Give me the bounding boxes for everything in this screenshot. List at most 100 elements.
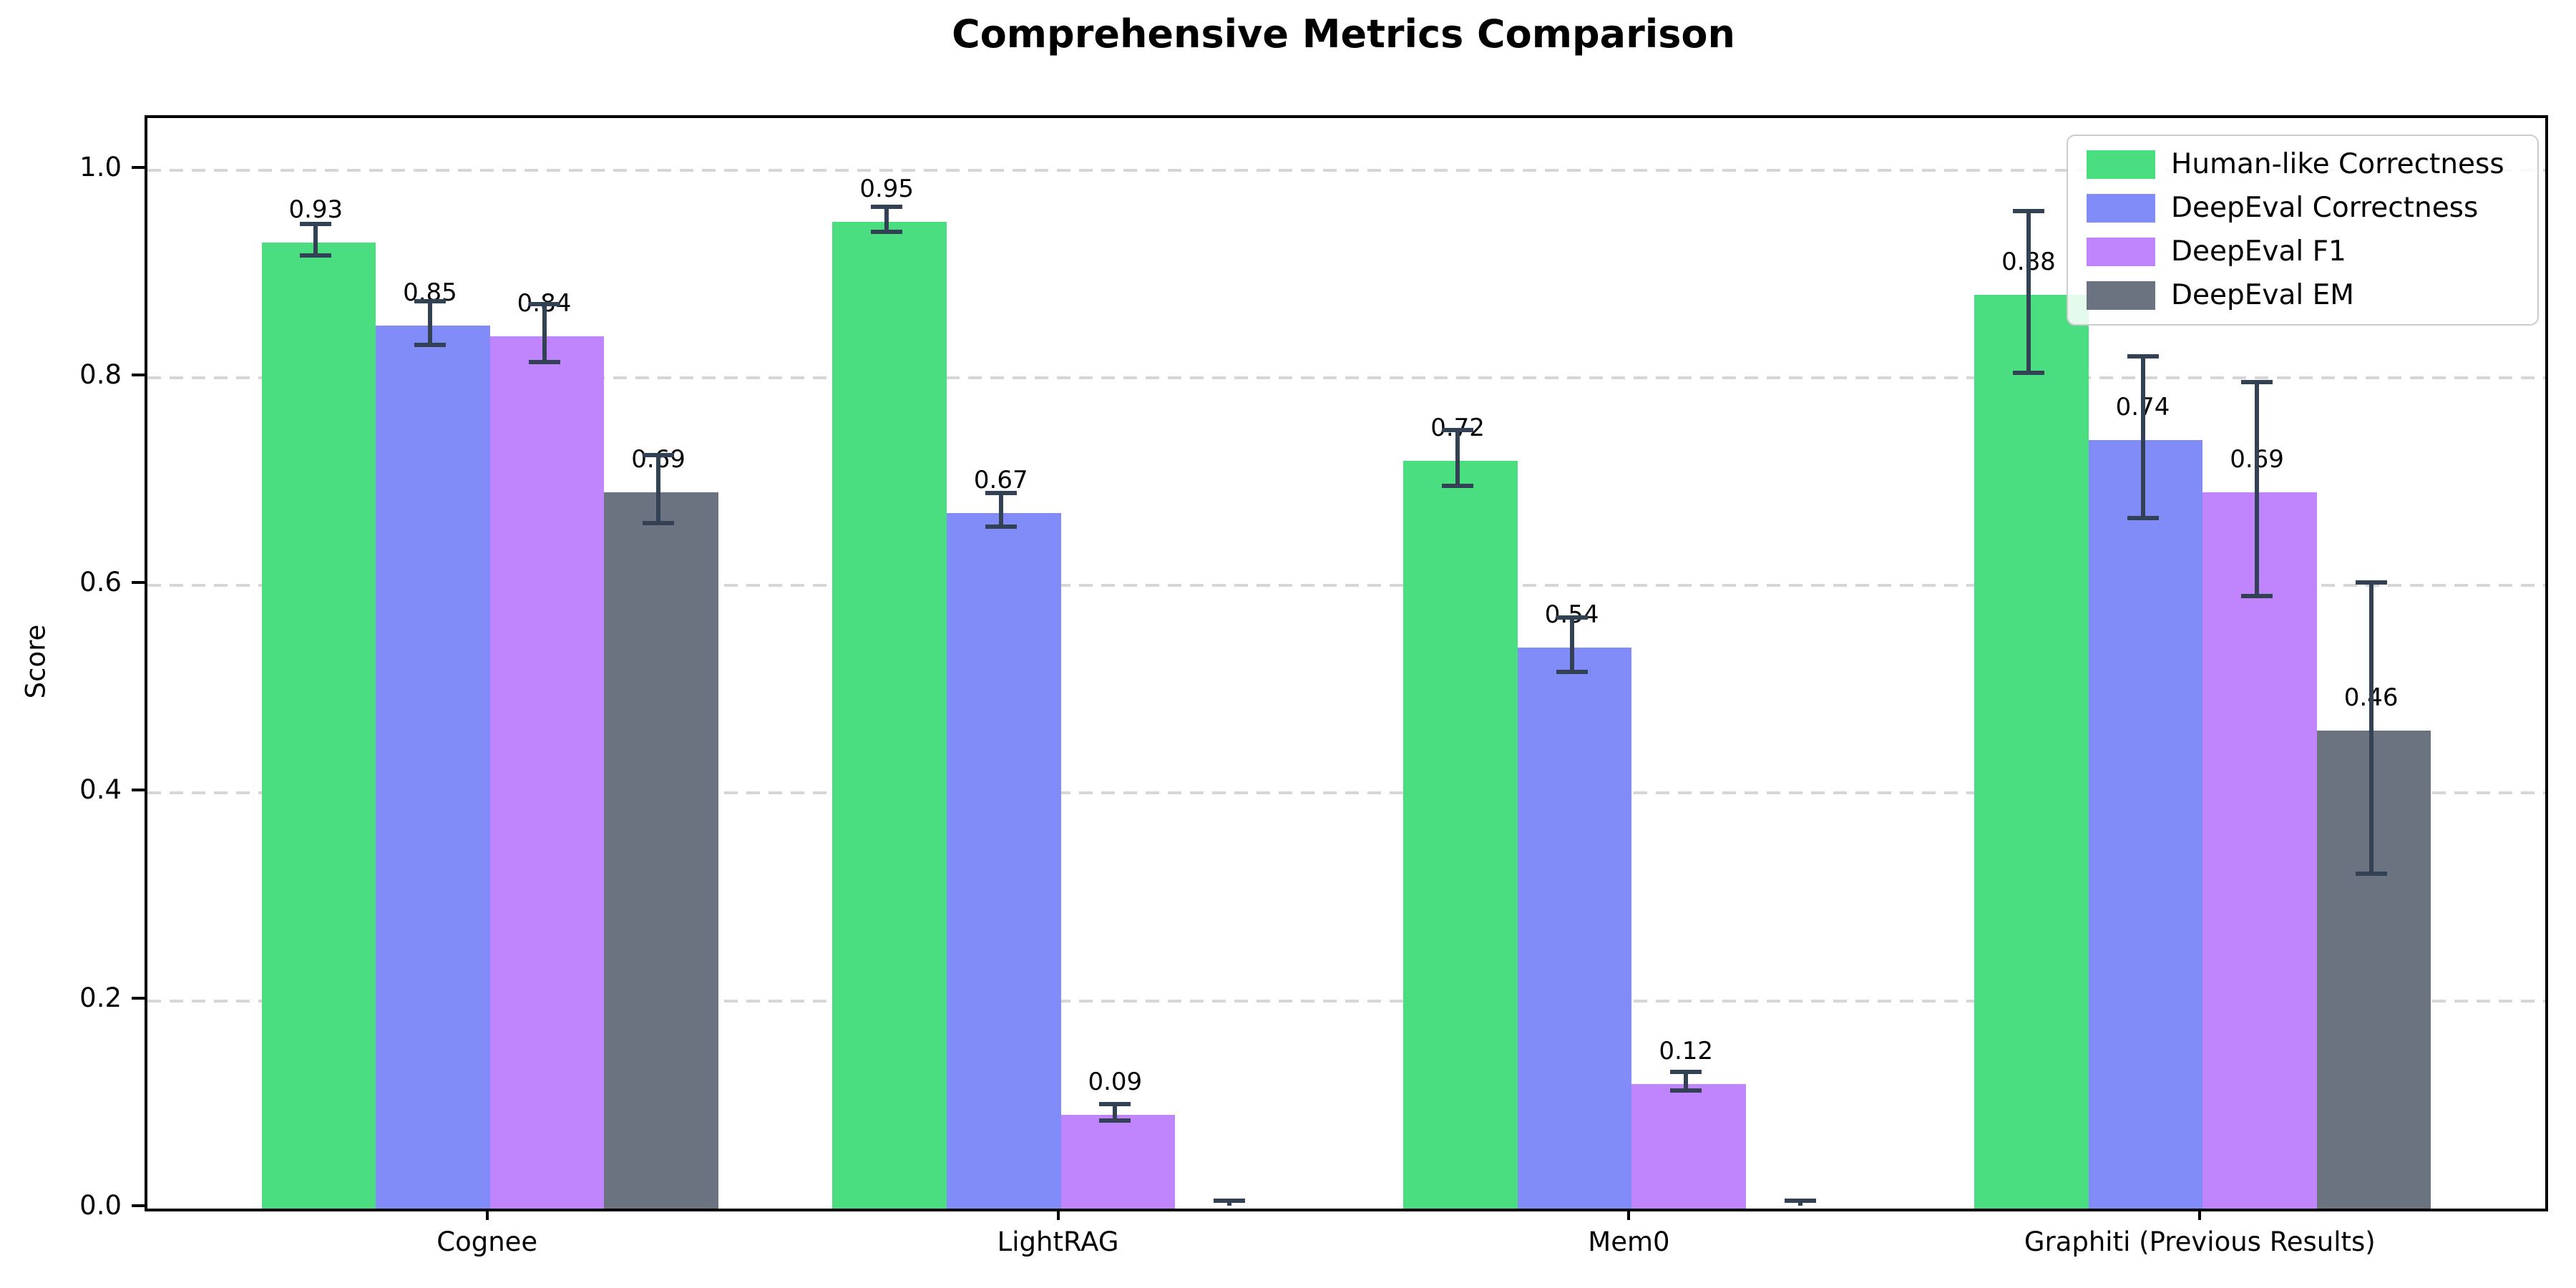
y-tick-mark [132,165,145,169]
error-bar-cap [2012,208,2044,213]
error-bar-cap [1442,484,1474,489]
error-bar-cap [528,302,560,307]
x-tick-label: Cognee [436,1226,538,1257]
gridline [147,376,2545,379]
error-bar [542,304,547,363]
bar-value-label: 0.67 [973,465,1028,494]
y-tick-label: 0.4 [79,774,122,806]
x-tick-mark [1056,1209,1060,1220]
error-bar-cap [2241,380,2273,385]
error-bar [2368,582,2373,874]
legend-entry: Human-like Correctness [2087,149,2519,180]
error-bar [1113,1103,1118,1121]
y-tick-mark [132,581,145,585]
y-tick-label: 0.8 [79,358,122,390]
error-bar-cap [1670,1088,1702,1093]
error-bar-cap [2355,580,2387,585]
x-tick-label: Mem0 [1588,1226,1670,1257]
bar [1974,294,2089,1209]
bar [947,512,1061,1209]
error-bar-cap [300,253,332,258]
gridline [147,168,2545,172]
x-tick-mark [1627,1209,1631,1220]
y-tick-mark [132,1204,145,1207]
error-bar [2026,210,2031,373]
error-bar-cap [2355,871,2387,876]
legend-entry: DeepEval F1 [2087,236,2519,268]
error-bar [998,493,1003,527]
legend-entry: DeepEval EM [2087,280,2519,311]
legend-swatch [2087,150,2155,179]
legend-swatch [2087,281,2155,310]
bar-value-label: 0.93 [288,195,343,225]
error-bar [1455,429,1460,487]
x-tick-label: LightRAG [997,1226,1119,1257]
y-tick-label: 0.6 [79,567,122,598]
bar-value-label: 0.09 [1088,1068,1143,1097]
bar [2316,731,2431,1209]
bar [1060,1115,1176,1209]
x-tick-mark [2198,1209,2202,1220]
error-bar-cap [1556,669,1588,674]
legend-label: DeepEval EM [2171,279,2354,311]
error-bar-cap [871,229,903,234]
bar [1631,1083,1746,1209]
error-bar-cap [2127,516,2159,521]
error-bar-cap [1099,1101,1131,1106]
bar [261,243,376,1209]
error-bar-cap [643,521,675,526]
error-bar-cap [1099,1118,1131,1123]
error-bar-cap [2241,594,2273,598]
y-tick-label: 1.0 [79,151,122,182]
error-bar-cap [300,222,332,227]
error-bar [313,224,318,255]
error-bar-cap [871,204,903,209]
bar [376,326,490,1209]
error-bar-cap [643,452,675,457]
legend-label: DeepEval Correctness [2171,192,2479,224]
error-bar [884,206,889,232]
legend-swatch [2087,194,2155,223]
y-tick-mark [132,789,145,792]
error-bar-cap [414,342,446,347]
bar [832,222,947,1209]
error-bar-cap [1213,1198,1245,1203]
y-tick-label: 0.0 [79,1190,122,1221]
error-bar [656,454,661,524]
error-bar [2255,382,2260,596]
bar [1403,460,1518,1209]
error-bar-cap [2012,370,2044,375]
bar [2202,492,2317,1209]
bar [1517,648,1632,1209]
error-bar [1569,618,1574,672]
error-bar-cap [2127,353,2159,358]
error-bar-cap [1670,1069,1702,1074]
error-bar [1797,1200,1802,1206]
x-tick-label: Graphiti (Previous Results) [2024,1226,2376,1257]
error-bar-cap [1784,1198,1816,1203]
x-tick-mark [485,1209,489,1220]
bar-value-label: 0.12 [1659,1036,1714,1065]
error-bar-cap [1556,615,1588,620]
error-bar-cap [985,491,1017,496]
legend: Human-like Correctness DeepEval Correctne… [2067,135,2539,326]
gridline [147,791,2545,795]
bar-value-label: 0.95 [859,175,914,204]
error-bar-cap [1442,427,1474,432]
error-bar [2140,356,2145,519]
y-tick-label: 0.2 [79,982,122,1013]
error-bar [1684,1071,1689,1091]
bar [489,336,605,1209]
gridline [147,584,2545,587]
y-tick-mark [132,996,145,1000]
error-bar-cap [414,298,446,303]
legend-label: Human-like Correctness [2171,148,2504,180]
legend-entry: DeepEval Correctness [2087,192,2519,224]
bar [2088,439,2203,1209]
gridline [147,999,2545,1002]
error-bar [1226,1200,1231,1206]
error-bar-cap [528,360,560,365]
y-tick-mark [132,373,145,376]
error-bar [427,301,432,345]
